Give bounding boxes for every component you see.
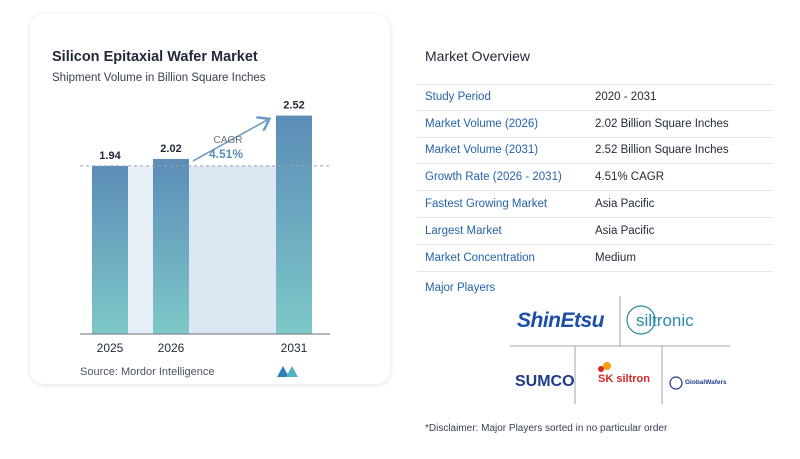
overview-value: 2020 - 2031 [595, 91, 657, 104]
overview-row: Market Concentration Medium [417, 245, 773, 272]
bar [153, 158, 189, 334]
overview-value: Asia Pacific [595, 198, 655, 211]
shinetsu-logo: ShinEtsu [517, 309, 605, 332]
chart-title: Silicon Epitaxial Wafer Market [52, 49, 258, 65]
highlight-band [128, 165, 153, 334]
overview-label: Market Concentration [425, 251, 535, 264]
overview-label: Growth Rate (2026 - 2031) [425, 171, 562, 184]
players-title: Major Players [425, 282, 496, 294]
overview-label: Market Volume (2026) [425, 117, 539, 130]
overview-value: 2.02 Billion Square Inches [595, 117, 729, 130]
overview-title: Market Overview [425, 48, 531, 64]
x-tick-label: 2031 [281, 341, 308, 355]
globalwafers-logo: GlobalWafers [685, 379, 727, 386]
cagr-arrow [192, 120, 268, 162]
highlight-band [189, 165, 276, 334]
overview-label: Largest Market [425, 224, 502, 237]
overview-row: Fastest Growing Market Asia Pacific [417, 191, 773, 218]
cagr-value: 4.51% [209, 147, 243, 161]
siltronic-logo: siltronic [636, 311, 694, 330]
bar [92, 165, 128, 334]
data-label: 2.52 [283, 100, 304, 112]
overview-label: Market Volume (2031) [425, 144, 539, 157]
mordor-logo-icon [277, 366, 298, 377]
overview-row: Study Period 2020 - 2031 [417, 84, 773, 111]
sumco-logo: SUMCO [515, 373, 575, 390]
chart-subtitle: Shipment Volume in Billion Square Inches [52, 72, 266, 84]
overview-value: Medium [595, 251, 636, 264]
x-tick-label: 2026 [158, 341, 185, 355]
source-text: Source: Mordor Intelligence [80, 366, 215, 378]
x-tick-label: 2025 [97, 341, 124, 355]
cagr-label: CAGR [214, 135, 243, 146]
overview-row: Market Volume (2026) 2.02 Billion Square… [417, 111, 773, 138]
data-label: 1.94 [99, 150, 121, 162]
overview-table: Study Period 2020 - 2031 Market Volume (… [417, 84, 773, 272]
overview-label: Fastest Growing Market [425, 198, 548, 211]
overview-value: 2.52 Billion Square Inches [595, 144, 729, 157]
overview-row: Market Volume (2031) 2.52 Billion Square… [417, 138, 773, 165]
bar [276, 115, 312, 334]
overview-row: Growth Rate (2026 - 2031) 4.51% CAGR [417, 164, 773, 192]
sk-siltron-logo: SK siltron [598, 373, 650, 385]
overview-value: 4.51% CAGR [595, 171, 665, 184]
data-label: 2.02 [160, 143, 181, 155]
overview-value: Asia Pacific [595, 224, 655, 237]
overview-row: Largest Market Asia Pacific [417, 218, 773, 245]
disclaimer-text: *Disclaimer: Major Players sorted in no … [425, 423, 668, 434]
overview-label: Study Period [425, 91, 491, 104]
